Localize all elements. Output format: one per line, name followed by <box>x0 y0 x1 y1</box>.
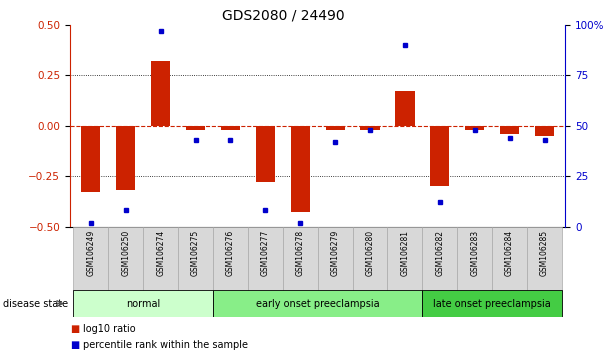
Text: GSM106274: GSM106274 <box>156 230 165 276</box>
Text: GSM106283: GSM106283 <box>470 230 479 276</box>
Text: early onset preeclampsia: early onset preeclampsia <box>256 298 379 309</box>
Text: GSM106284: GSM106284 <box>505 230 514 276</box>
Text: GSM106250: GSM106250 <box>121 230 130 276</box>
Bar <box>143 227 178 292</box>
Bar <box>248 227 283 292</box>
Bar <box>492 227 527 292</box>
Bar <box>151 61 170 126</box>
Bar <box>213 290 423 317</box>
Text: ■: ■ <box>70 340 79 350</box>
Bar <box>283 227 317 292</box>
Text: GSM106280: GSM106280 <box>365 230 375 276</box>
Bar <box>221 126 240 130</box>
Bar <box>81 126 100 192</box>
Bar <box>465 126 485 130</box>
Bar <box>116 126 136 190</box>
Bar <box>108 227 143 292</box>
Text: GSM106249: GSM106249 <box>86 230 95 276</box>
Bar <box>387 227 423 292</box>
Bar <box>527 227 562 292</box>
Bar <box>325 126 345 130</box>
Bar <box>361 126 379 130</box>
Bar <box>535 126 554 136</box>
Bar <box>178 227 213 292</box>
Bar <box>256 126 275 182</box>
Text: GSM106275: GSM106275 <box>191 230 200 276</box>
Bar <box>74 290 213 317</box>
Bar <box>353 227 387 292</box>
Bar <box>74 227 108 292</box>
Bar <box>213 227 248 292</box>
Text: GSM106282: GSM106282 <box>435 230 444 276</box>
Bar <box>318 227 353 292</box>
Text: log10 ratio: log10 ratio <box>83 324 136 334</box>
Text: late onset preeclampsia: late onset preeclampsia <box>434 298 551 309</box>
Bar <box>291 126 310 212</box>
Text: GSM106285: GSM106285 <box>540 230 549 276</box>
Text: percentile rank within the sample: percentile rank within the sample <box>83 340 248 350</box>
Bar <box>186 126 205 130</box>
Bar <box>423 227 457 292</box>
Bar <box>457 227 492 292</box>
Bar <box>395 91 415 126</box>
Text: GSM106279: GSM106279 <box>331 230 340 276</box>
Bar <box>423 290 562 317</box>
Text: GSM106276: GSM106276 <box>226 230 235 276</box>
Text: ■: ■ <box>70 324 79 334</box>
Text: normal: normal <box>126 298 161 309</box>
Bar <box>500 126 519 134</box>
Text: GSM106277: GSM106277 <box>261 230 270 276</box>
Title: GDS2080 / 24490: GDS2080 / 24490 <box>222 8 344 22</box>
Text: GSM106278: GSM106278 <box>295 230 305 276</box>
Text: disease state: disease state <box>3 298 68 309</box>
Text: GSM106281: GSM106281 <box>401 230 409 276</box>
Bar <box>430 126 449 186</box>
